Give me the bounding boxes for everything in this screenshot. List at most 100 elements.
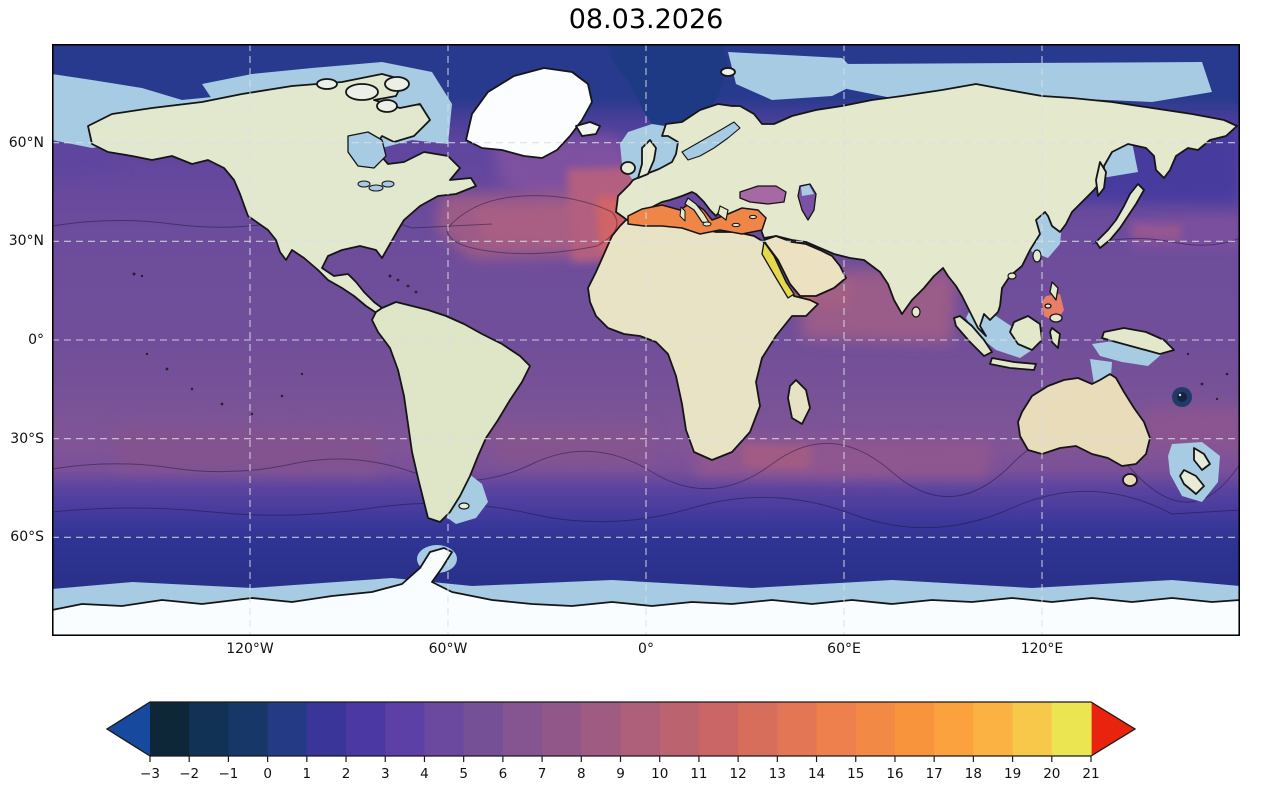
colorbar-tick-label: −2 [179, 766, 199, 782]
colorbar-tick-label: 17 [926, 766, 943, 782]
south-america [371, 301, 531, 523]
arctic-archipelago [316, 76, 410, 113]
colorbar-tick-label: −3 [140, 766, 160, 782]
colorbar-tick-label: 5 [459, 766, 468, 782]
colorbar-tick-label: 10 [651, 766, 668, 782]
sumatra [953, 315, 993, 357]
madagascar [787, 379, 811, 425]
falkland-islands [458, 502, 470, 510]
latitude-axis: 60°N 30°N 0° 30°S 60°S [0, 44, 47, 636]
taiwan [1032, 249, 1042, 263]
japan [1095, 183, 1145, 249]
red-sea [761, 241, 795, 299]
colorbar-cell [816, 702, 857, 756]
colorbar-tick-label: 6 [499, 766, 508, 782]
north-america [87, 73, 477, 315]
colorbar-cell [424, 702, 465, 756]
hudson-bay [347, 131, 387, 169]
black-sea [739, 185, 787, 205]
graticule [52, 44, 1240, 636]
antarctica [52, 547, 1240, 636]
colorbar-over-arrow [1091, 702, 1135, 756]
caspian-north-shelf [801, 185, 814, 196]
colorbar-cell [150, 702, 190, 756]
colorbar-tick-label: 0 [263, 766, 272, 782]
cyprus [749, 214, 757, 220]
colorbar-tick-label: 3 [381, 766, 390, 782]
colorbar-cell [306, 702, 347, 756]
colorbar-tick-label: 14 [808, 766, 825, 782]
colorbar-cell [620, 702, 661, 756]
colorbar-cell [267, 702, 308, 756]
colorbar-cell [738, 702, 778, 756]
java [989, 357, 1037, 371]
sri-lanka [911, 306, 921, 318]
iceland [575, 121, 601, 137]
colorbar-cell [934, 702, 974, 756]
colorbar-cell [189, 702, 230, 756]
colorbar-cell [777, 702, 818, 756]
colorbar-tick-label: 1 [303, 766, 312, 782]
lon-tick-label: 120°E [1020, 641, 1064, 657]
colorbar-cell [463, 702, 504, 756]
crete [731, 222, 741, 228]
colorbar-cell [855, 702, 896, 756]
colorbar-tick-label: 20 [1043, 766, 1060, 782]
colorbar-tick-label: 19 [1004, 766, 1021, 782]
colorbar-cell [581, 702, 622, 756]
sulawesi [1049, 327, 1061, 349]
colorbar-tick-label: 4 [420, 766, 429, 782]
colorbar-tick-label: 21 [1082, 766, 1099, 782]
colorbar-cell [542, 702, 582, 756]
colorbar-cell [1012, 702, 1053, 756]
colorbar-tick-label: 13 [769, 766, 786, 782]
colorbar-tick-label: 16 [886, 766, 903, 782]
eurasia [615, 83, 1238, 337]
corsica-sardinia [679, 206, 686, 222]
colorbar-tick-label: −1 [218, 766, 238, 782]
longitude-axis: 120°W 60°W 0° 60°E 120°E [52, 641, 1240, 665]
colorbar-cell [973, 702, 1014, 756]
hainan [1007, 272, 1017, 280]
colorbar-cell [1051, 702, 1092, 756]
philippines [1044, 281, 1063, 323]
sicily [702, 221, 712, 227]
lon-tick-label: 60°W [428, 641, 468, 657]
colorbar: −3 −2 −1 0 1 2 3 4 5 6 7 8 9 10 11 12 13 14 15 16 17 18 19 20 21 [0, 690, 1266, 790]
borneo [1009, 315, 1043, 351]
lon-tick-label: 0° [638, 641, 654, 657]
baltic-sea [681, 121, 741, 161]
great-britain [637, 139, 657, 179]
colorbar-cell [228, 702, 269, 756]
ireland [620, 161, 636, 175]
lon-tick-label: 120°W [226, 641, 274, 657]
fiji-cold-eddy [1172, 387, 1192, 407]
colorbar-cell [502, 702, 543, 756]
lat-tick-label: 0° [28, 332, 44, 348]
colorbar-tick-label: 8 [577, 766, 586, 782]
world-map-panel [52, 44, 1240, 636]
tasmania [1122, 473, 1138, 487]
colorbar-under-arrow [107, 702, 150, 756]
colorbar-cell [698, 702, 739, 756]
arabian-peninsula [763, 235, 847, 297]
colorbar-tick-label: 9 [616, 766, 625, 782]
colorbar-tick-label: 7 [538, 766, 547, 782]
lat-tick-label: 60°S [10, 529, 44, 546]
colorbar-tick-label: 18 [965, 766, 982, 782]
colorbar-cell [659, 702, 700, 756]
lon-tick-label: 60°E [827, 641, 861, 657]
colorbar-cell [346, 702, 386, 756]
page-title: 08.03.2026 [568, 4, 724, 35]
greenland [465, 67, 593, 159]
colorbar-cell [385, 702, 426, 756]
great-lakes [357, 180, 395, 192]
colorbar-svg: −3 −2 −1 0 1 2 3 4 5 6 7 8 9 10 11 12 13 14 15 16 17 18 19 20 21 [105, 701, 1137, 782]
world-map [52, 44, 1240, 636]
marginal-seas [627, 121, 817, 299]
colorbar-tick-label: 2 [342, 766, 351, 782]
colorbar-tick-label: 11 [690, 766, 707, 782]
island-specks [132, 272, 1229, 416]
lat-tick-label: 30°N [8, 233, 44, 250]
